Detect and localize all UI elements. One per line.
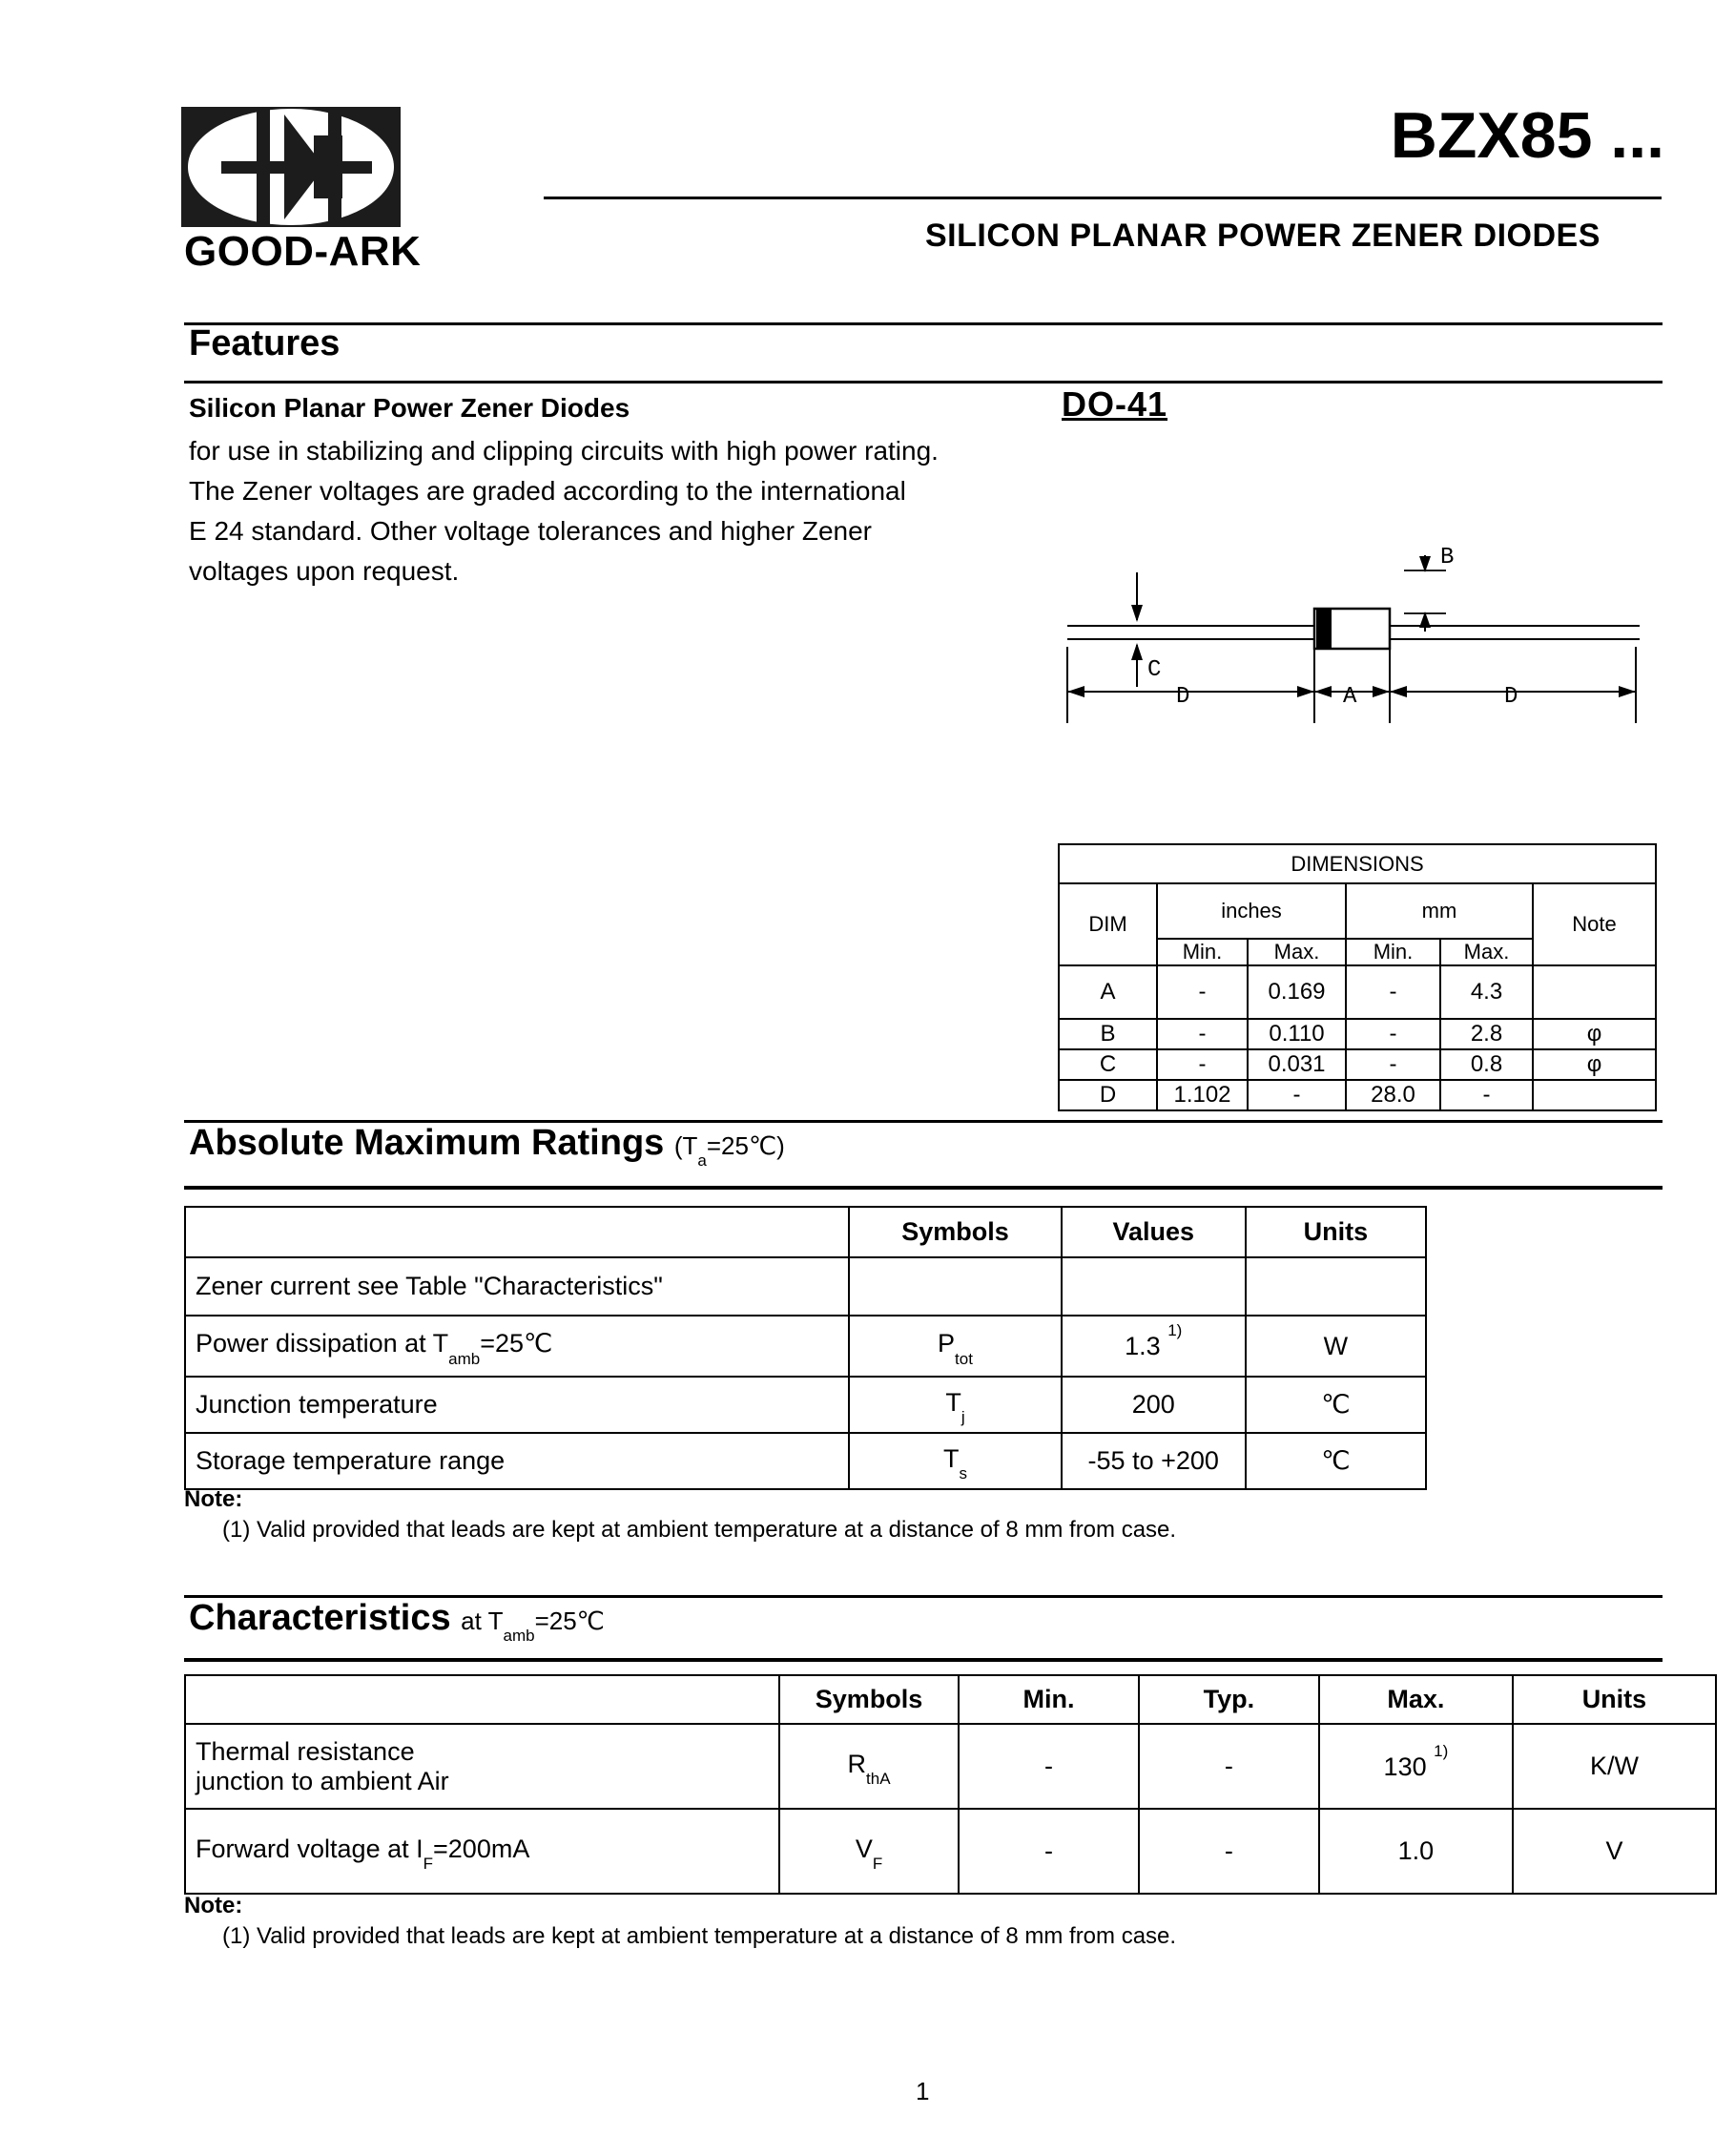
svg-text:A: A xyxy=(1343,684,1357,710)
svg-text:C: C xyxy=(1147,657,1161,683)
svg-text:D: D xyxy=(1176,684,1189,710)
svg-text:D: D xyxy=(1504,684,1518,710)
svg-text:B: B xyxy=(1440,545,1454,570)
